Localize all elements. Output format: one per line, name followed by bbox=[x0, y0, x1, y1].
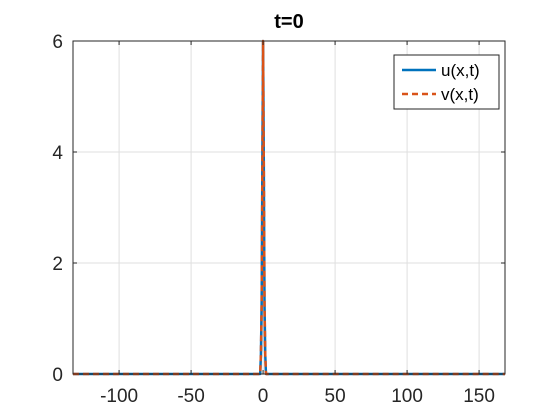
legend-label-v: v(x,t) bbox=[441, 85, 479, 104]
y-tick-label: 4 bbox=[52, 143, 63, 164]
legend-box bbox=[393, 54, 500, 110]
legend-label-u: u(x,t) bbox=[441, 61, 480, 80]
ticks: -100 -50 0 50 100 150 0 2 4 6 bbox=[52, 32, 505, 407]
x-tick-label: 150 bbox=[463, 386, 495, 407]
x-tick-label: -100 bbox=[100, 386, 138, 407]
y-tick-label: 0 bbox=[52, 365, 63, 386]
x-tick-label: 0 bbox=[258, 386, 269, 407]
y-tick-label: 2 bbox=[52, 254, 63, 275]
x-tick-label: -50 bbox=[177, 386, 204, 407]
y-tick-label: 6 bbox=[52, 32, 63, 53]
x-tick-label: 100 bbox=[391, 386, 423, 407]
axes-box bbox=[72, 40, 506, 375]
chart-title: t=0 bbox=[274, 11, 303, 33]
legend: u(x,t) v(x,t) bbox=[393, 54, 500, 110]
x-tick-label: 50 bbox=[325, 386, 346, 407]
